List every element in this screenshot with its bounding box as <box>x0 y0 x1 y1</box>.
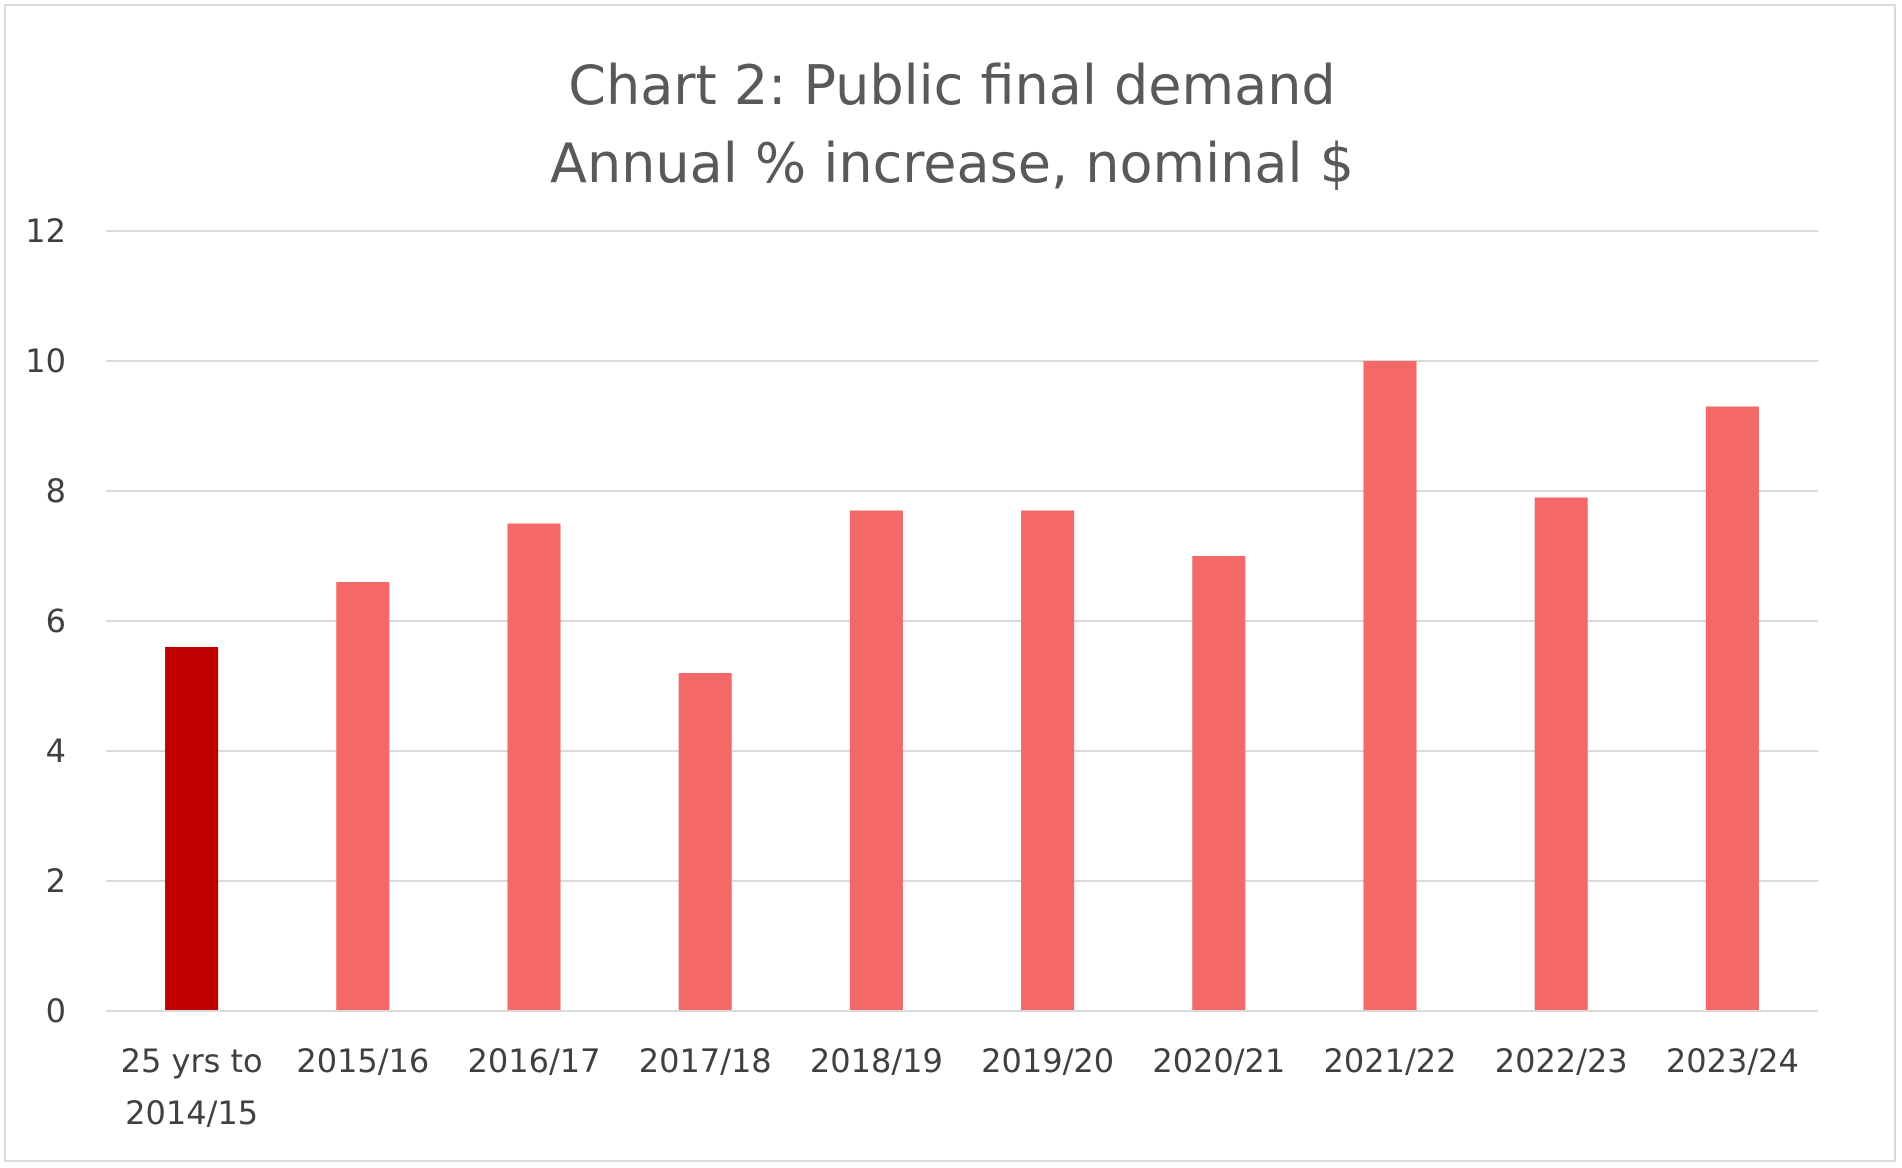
gridlines <box>106 230 1818 1012</box>
x-category-label: 2014/15 <box>125 1094 258 1132</box>
y-tick-label: 10 <box>25 342 66 380</box>
bar <box>1705 406 1759 1011</box>
chart-title-line-2: Annual % increase, nominal $ <box>550 132 1354 195</box>
bar <box>1021 510 1075 1011</box>
x-axis-labels: 25 yrs to 2014/15 2015/16 2016/17 2017/18 201… <box>121 1042 1799 1132</box>
bars <box>106 361 1818 1012</box>
y-tick-label: 2 <box>46 862 66 900</box>
x-category-label: 2015/16 <box>296 1042 429 1080</box>
x-category-label: 2018/19 <box>810 1042 943 1080</box>
x-category-label: 2017/18 <box>639 1042 772 1080</box>
bar-chart: Chart 2: Public final demand Annual % in… <box>25 54 1818 1132</box>
x-category-label: 2016/17 <box>468 1042 601 1080</box>
bar <box>1192 556 1246 1011</box>
bar <box>336 582 390 1011</box>
x-category-label: 25 yrs to <box>121 1042 263 1080</box>
bar <box>678 673 732 1011</box>
y-tick-label: 4 <box>46 732 66 770</box>
y-tick-label: 0 <box>46 992 66 1030</box>
chart-frame: Chart 2: Public final demand Annual % in… <box>4 4 1896 1162</box>
x-category-label: 2023/24 <box>1666 1042 1799 1080</box>
y-tick-label: 6 <box>46 602 66 640</box>
x-category-label: 2019/20 <box>981 1042 1114 1080</box>
x-category-label: 2022/23 <box>1495 1042 1628 1080</box>
y-tick-label: 8 <box>46 472 66 510</box>
y-axis-ticks: 0 2 4 6 8 10 12 <box>25 212 66 1030</box>
bar <box>507 523 561 1011</box>
bar <box>1534 497 1588 1011</box>
x-category-label: 2020/21 <box>1152 1042 1285 1080</box>
x-category-label: 2021/22 <box>1324 1042 1457 1080</box>
chart-title-line-1: Chart 2: Public final demand <box>568 54 1335 117</box>
bar <box>1363 361 1417 1011</box>
bar <box>849 510 903 1011</box>
y-tick-label: 12 <box>25 212 66 250</box>
bar <box>165 647 219 1011</box>
